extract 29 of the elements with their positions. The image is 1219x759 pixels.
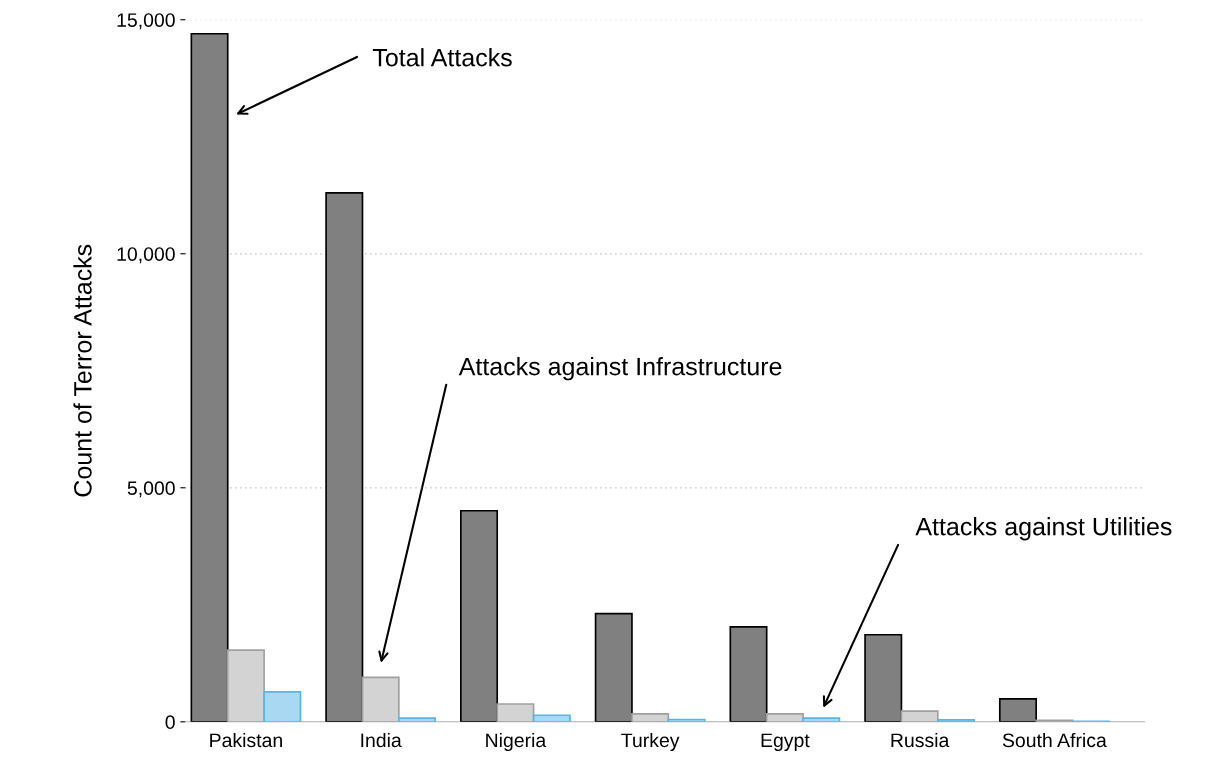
- y-tick-label: 10,000: [117, 247, 175, 264]
- bar: [864, 633, 903, 722]
- bar: [190, 32, 229, 722]
- y-tick-label: 0: [165, 715, 175, 730]
- annotation: Attacks against Utilities: [915, 517, 1172, 541]
- bar: [998, 698, 1038, 722]
- annotation: Attacks against Infrastructure: [458, 357, 782, 381]
- annotation: Total Attacks: [372, 48, 512, 67]
- y-tick-label: 15,000: [117, 13, 175, 30]
- bar: [325, 192, 364, 722]
- bar: [532, 714, 571, 722]
- x-tick-label: Pakistan: [210, 732, 282, 748]
- x-tick-label: Russia: [891, 732, 950, 748]
- x-tick-label: India: [361, 732, 402, 748]
- x-tick-label: Egypt: [761, 733, 810, 752]
- bar: [459, 509, 499, 722]
- x-tick-label: Turkey: [621, 732, 680, 752]
- bar: [496, 703, 535, 722]
- bar: [900, 710, 939, 722]
- bar: [594, 612, 633, 722]
- x-tick-label: Nigeria: [486, 732, 547, 752]
- x-tick-label: South Africa: [1002, 732, 1107, 748]
- bar: [361, 676, 400, 722]
- bar: [263, 691, 302, 722]
- y-axis-title: Count of Terror Attacks: [73, 244, 92, 497]
- y-tick-label: 5,000: [127, 481, 175, 498]
- bar: [631, 713, 670, 722]
- bar: [729, 625, 768, 722]
- bar: [226, 649, 265, 722]
